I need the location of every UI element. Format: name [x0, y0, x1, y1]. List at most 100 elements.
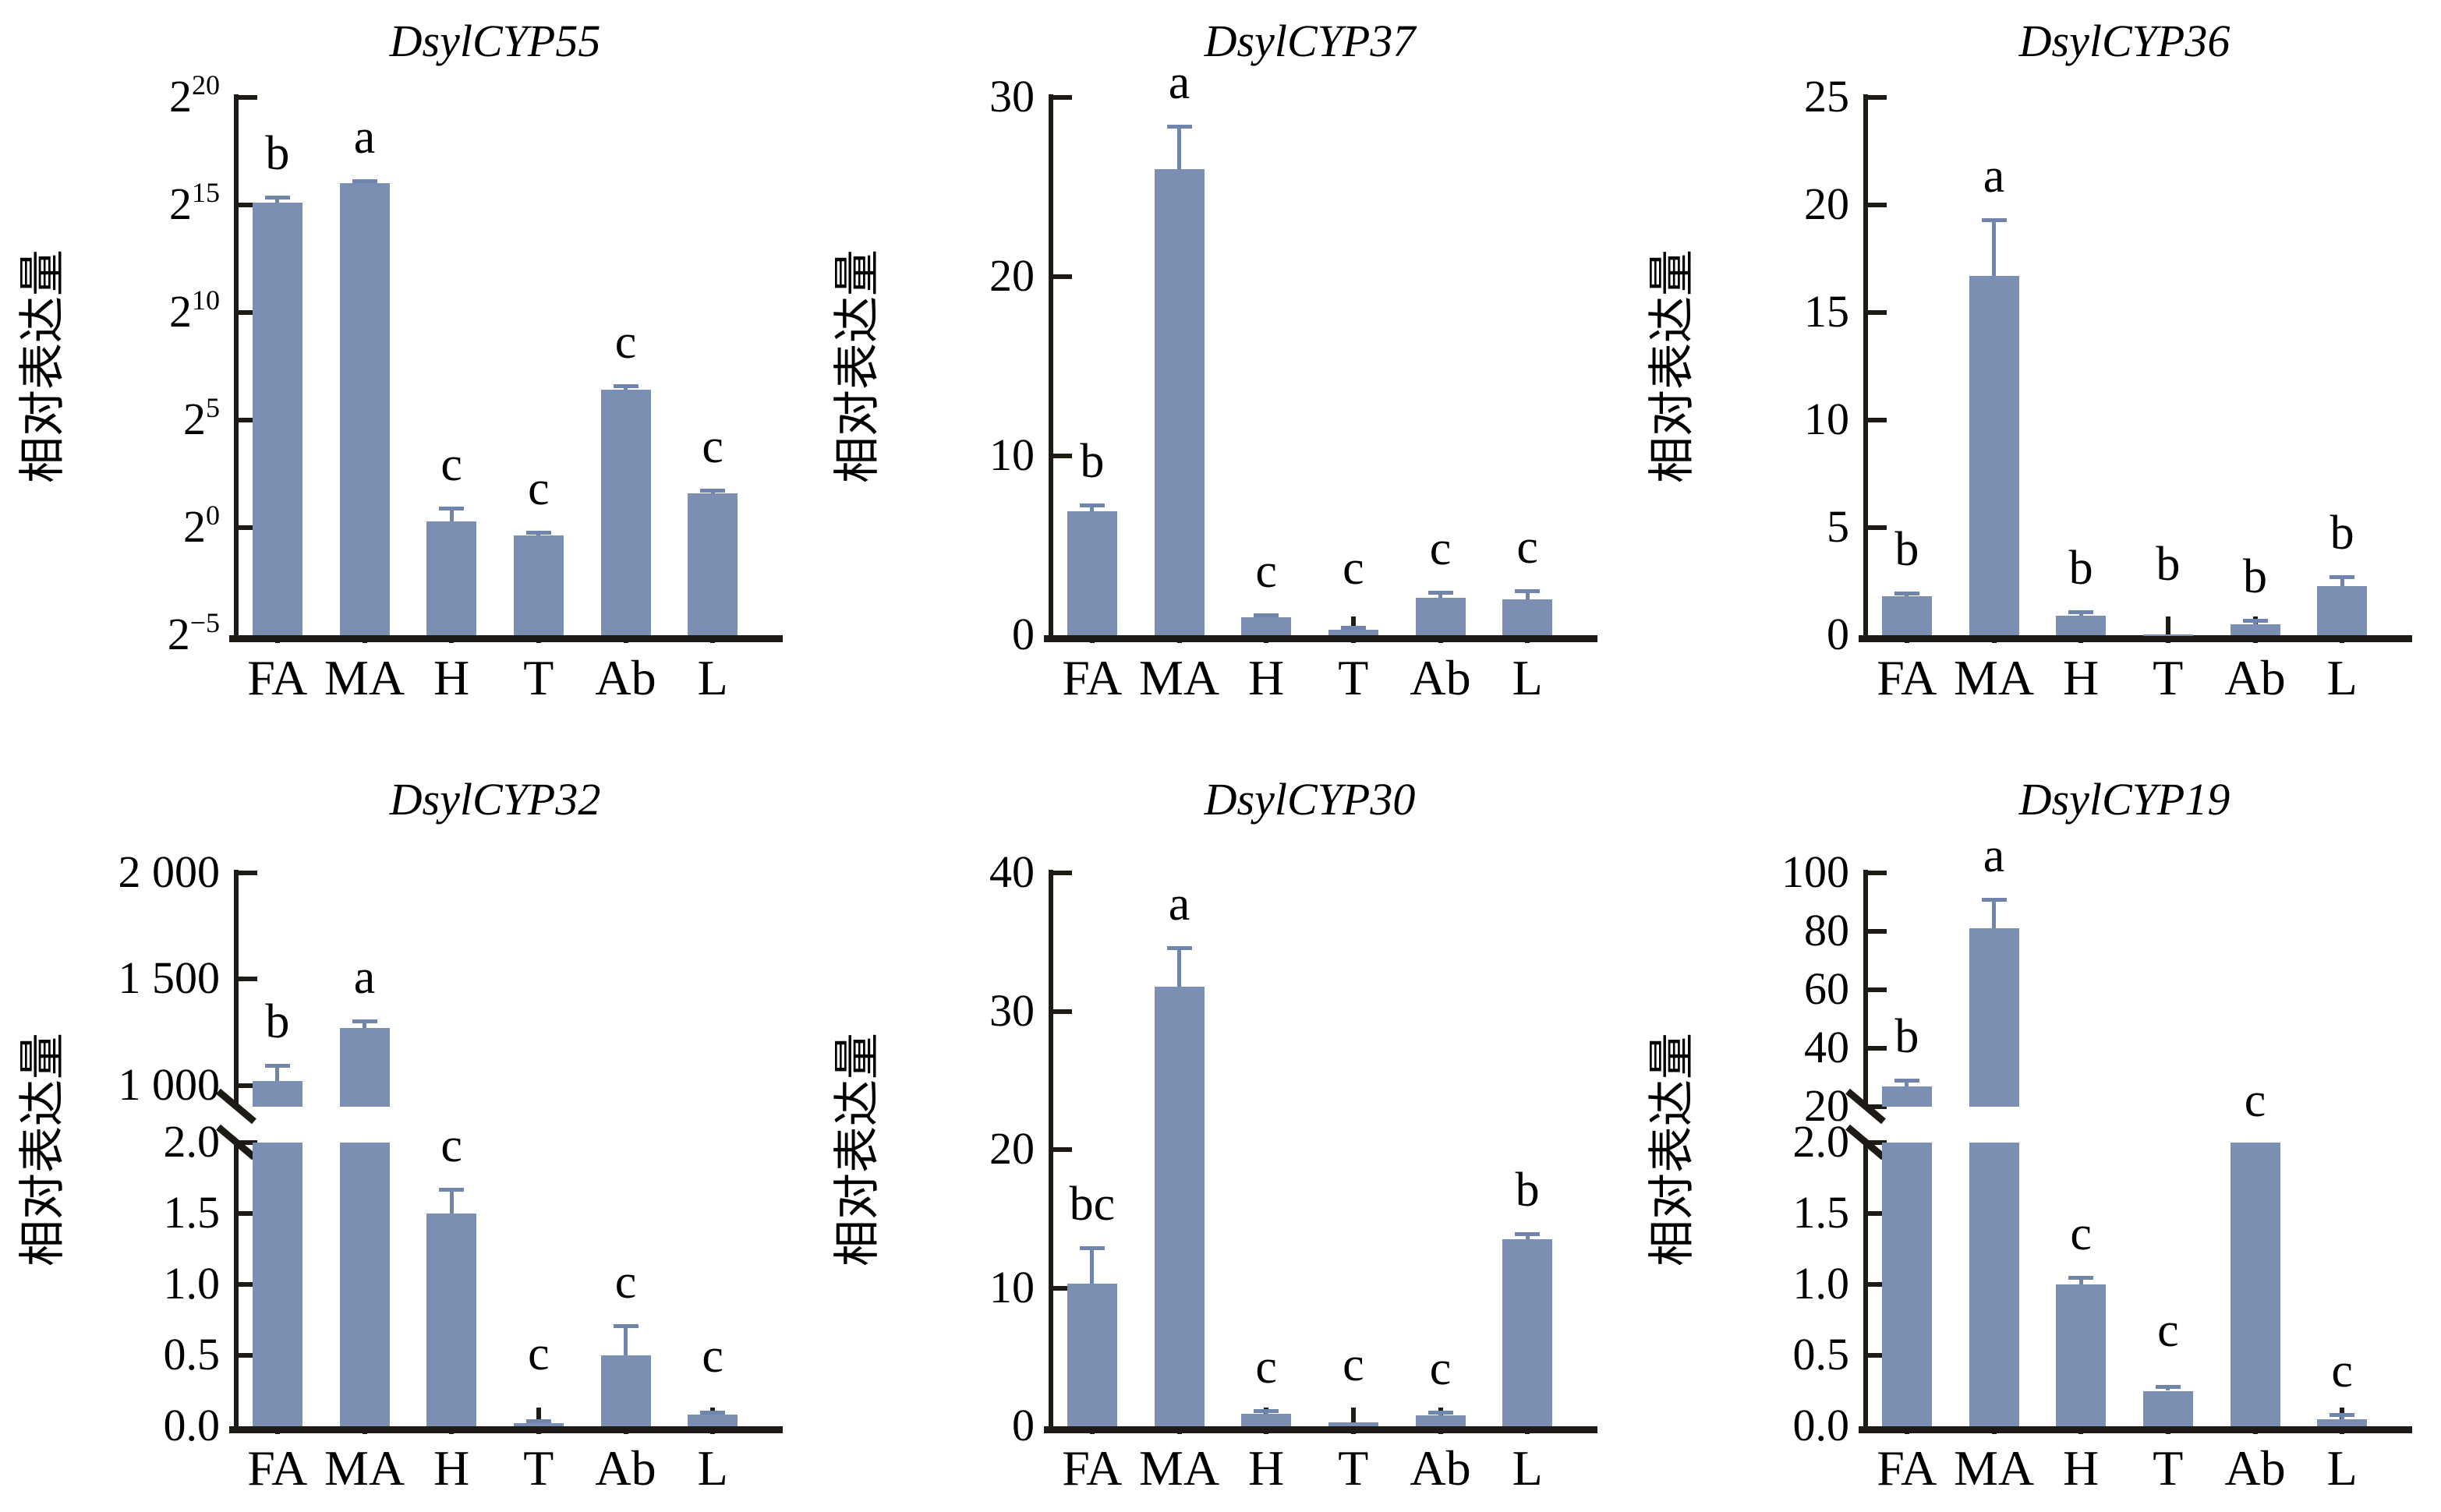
- significance-letter: b: [2156, 537, 2181, 591]
- significance-letter: c: [1343, 541, 1364, 595]
- bar-error-cap: [264, 196, 290, 200]
- bar-Ab: [600, 1355, 651, 1426]
- significance-letter: c: [702, 1329, 723, 1383]
- y-axis-title: 相对表达量: [830, 249, 885, 483]
- x-category-label: Ab: [2224, 650, 2286, 705]
- bar-error-cap: [1894, 592, 1919, 596]
- bar-error-cap: [352, 179, 377, 184]
- x-category-label: T: [1338, 1440, 1369, 1496]
- y-tick-base: 2: [169, 71, 192, 122]
- bar-FA: [252, 203, 302, 635]
- x-category-label: L: [2326, 650, 2358, 705]
- y-tick-exponent: 10: [192, 284, 220, 316]
- y-tick-label: 1 500: [118, 952, 221, 1004]
- x-axis-line: [1859, 635, 2412, 642]
- x-axis-line: [1044, 1426, 1597, 1433]
- chart-title: DsylCYP32: [389, 774, 601, 825]
- bar-L: [1502, 599, 1553, 635]
- y-tick-label: 210: [73, 284, 220, 340]
- y-axis-line: [1863, 870, 1868, 1107]
- y-tick-label: 40: [989, 846, 1035, 897]
- bar-L: [688, 493, 738, 635]
- bar-error-cap: [2068, 609, 2094, 614]
- chart-title: DsylCYP36: [2018, 16, 2231, 66]
- y-tick-exponent: 5: [206, 392, 220, 423]
- bar-Ab: [2230, 1143, 2280, 1426]
- significance-letter: c: [2157, 1304, 2179, 1358]
- x-category-label: MA: [1953, 650, 2035, 705]
- y-tick: [239, 1140, 257, 1145]
- significance-letter: b: [2330, 507, 2354, 560]
- y-tick-label: 0: [1012, 1400, 1035, 1450]
- y-tick: [1053, 1285, 1072, 1291]
- bar-error-cap: [264, 1063, 290, 1068]
- y-tick-label: 10: [989, 429, 1035, 480]
- bar-error-whisker: [624, 1325, 628, 1355]
- bar-T: [1328, 1422, 1378, 1426]
- y-tick-label: 0.5: [1792, 1329, 1850, 1380]
- bar-error-cap: [613, 383, 639, 388]
- x-axis-line: [229, 635, 783, 642]
- y-tick: [1053, 1147, 1072, 1152]
- y-tick-label: 60: [1804, 963, 1849, 1014]
- y-tick-label: 1.5: [1792, 1187, 1850, 1238]
- bar-FA: [1067, 511, 1117, 635]
- y-tick-label: 15: [1804, 286, 1849, 337]
- y-axis-title: 相对表达量: [16, 1033, 70, 1266]
- y-tick-label: 0: [1827, 609, 1849, 659]
- bar-MA: [1969, 276, 2019, 635]
- y-tick: [239, 1353, 257, 1358]
- bar-Ab: [2230, 624, 2280, 635]
- y-axis-line: [1049, 870, 1053, 1426]
- bar-error-cap: [1515, 1232, 1541, 1237]
- significance-letter: c: [2244, 1074, 2266, 1127]
- y-axis-title: 相对表达量: [830, 1033, 885, 1266]
- significance-letter: c: [528, 1327, 550, 1380]
- y-tick-label: 100: [1781, 846, 1849, 897]
- bar-error-cap: [700, 1410, 726, 1415]
- bar-error-whisker: [449, 1189, 454, 1213]
- bar-error-cap: [700, 488, 726, 493]
- y-tick: [239, 1211, 257, 1216]
- bar-error-cap: [613, 1323, 639, 1328]
- bar-MA: [339, 1028, 390, 1107]
- y-tick-label: 20: [989, 1123, 1035, 1174]
- y-tick: [1053, 454, 1072, 458]
- y-tick-label: 2−5: [73, 607, 220, 662]
- y-tick-label: 0.0: [163, 1400, 221, 1450]
- y-tick-label: 0: [1012, 609, 1035, 659]
- significance-letter: a: [1983, 150, 2005, 203]
- bar-error-cap: [1894, 1079, 1919, 1083]
- bar-error-cap: [525, 1418, 551, 1423]
- bar-error-cap: [2155, 1385, 2181, 1390]
- significance-letter: b: [1515, 1164, 1540, 1217]
- significance-letter: a: [353, 950, 376, 1004]
- y-axis-line: [234, 870, 239, 1107]
- bar-H: [1241, 1414, 1292, 1426]
- significance-letter: bc: [1069, 1178, 1116, 1231]
- y-tick-base: 2: [183, 394, 206, 444]
- bar-error-cap: [1166, 945, 1192, 950]
- x-category-label: MA: [1953, 1440, 2035, 1496]
- bar-error-cap: [2242, 618, 2268, 623]
- y-tick-label: 215: [73, 177, 220, 232]
- y-tick: [1053, 95, 1072, 100]
- y-tick-label: 20: [1804, 178, 1849, 229]
- bar-L: [1502, 1239, 1553, 1426]
- x-category-label: H: [1248, 1440, 1285, 1496]
- bar-L: [2317, 1418, 2368, 1426]
- x-category-label: FA: [1877, 1440, 1937, 1496]
- y-tick: [1868, 1211, 1887, 1216]
- significance-letter: c: [1343, 1337, 1364, 1391]
- bar-error-whisker: [2340, 577, 2344, 586]
- y-tick-label: 25: [73, 392, 220, 447]
- bar-error-cap: [1079, 503, 1105, 508]
- significance-letter: b: [2243, 549, 2267, 603]
- y-tick-label: 30: [989, 984, 1035, 1036]
- y-tick-exponent: −5: [189, 607, 220, 638]
- y-tick: [239, 310, 257, 315]
- y-tick-label: 2 000: [118, 846, 221, 897]
- chart-title: DsylCYP55: [389, 16, 601, 66]
- bar-error-cap: [525, 530, 551, 535]
